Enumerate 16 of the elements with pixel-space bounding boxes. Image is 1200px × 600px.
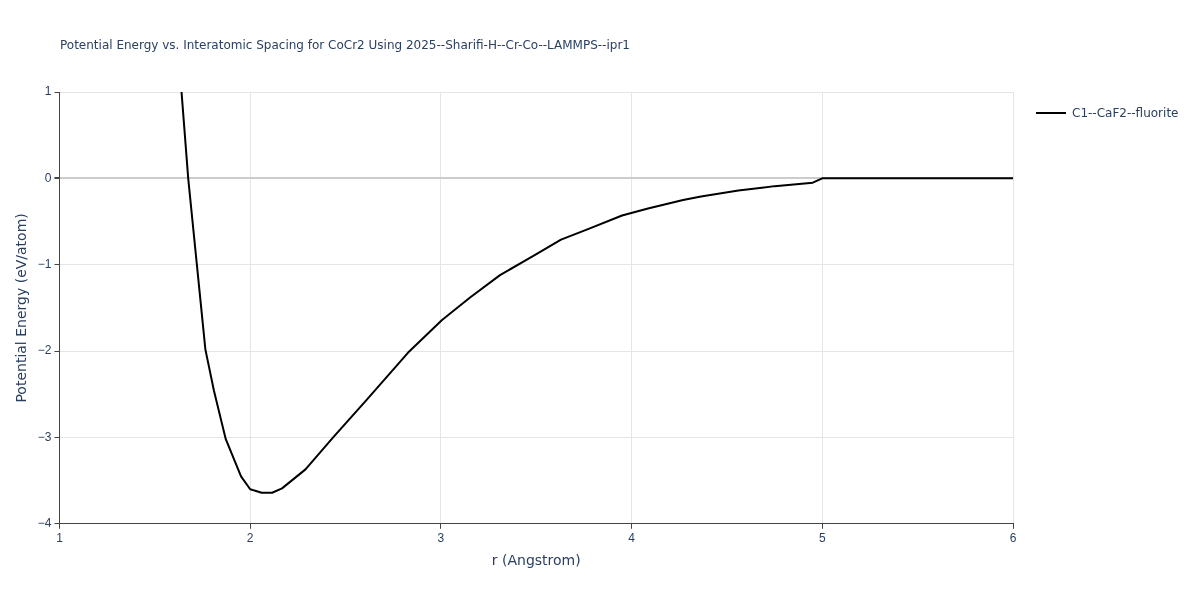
y-tick-label: −2 (37, 343, 52, 358)
chart-title: Potential Energy vs. Interatomic Spacing for CoCr2 Using 2025--Sharifi-H--Cr-Co--LAMMPS--ipr1 (60, 38, 630, 52)
y-tick-label: −3 (37, 429, 52, 444)
y-tick-label: 0 (44, 170, 52, 185)
legend-label: C1--CaF2--fluorite (1072, 106, 1179, 120)
x-tick-label: 6 (1009, 531, 1017, 546)
x-tick-label: 5 (818, 531, 826, 546)
y-tick-label: −4 (37, 516, 52, 531)
x-tick-label: 1 (56, 531, 64, 546)
x-tick-label: 2 (246, 531, 254, 546)
y-tick-label: −1 (37, 257, 52, 272)
x-tick-label: 4 (628, 531, 636, 546)
y-tick-label: 1 (44, 84, 52, 99)
x-axis-title: r (Angstrom) (491, 552, 581, 569)
x-tick-label: 3 (437, 531, 445, 546)
y-axis-title: Potential Energy (eV/atom) (13, 213, 30, 403)
